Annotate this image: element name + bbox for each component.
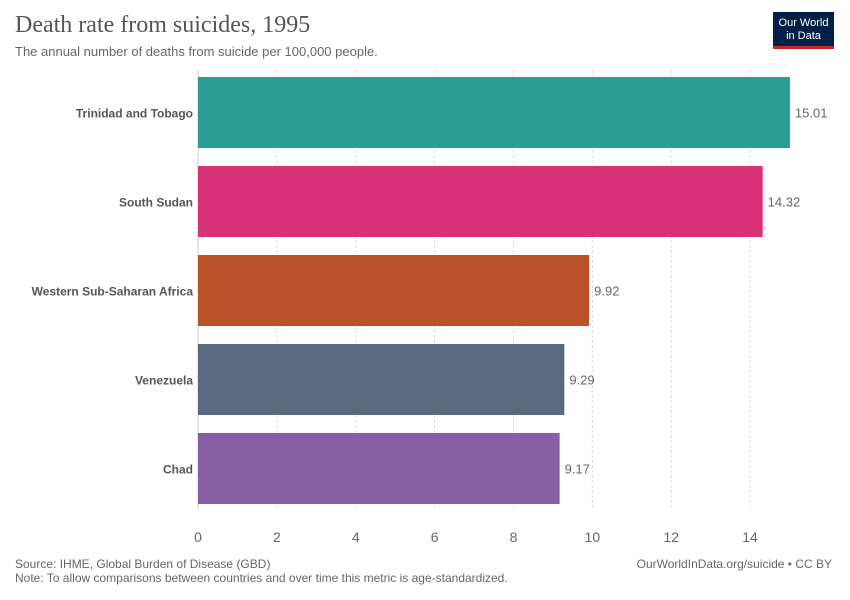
bar	[198, 255, 590, 326]
owid-logo[interactable]: Our World in Data	[773, 12, 834, 49]
source-text: Source: IHME, Global Burden of Disease (…	[15, 557, 271, 571]
x-tick-label: 12	[663, 529, 679, 545]
x-tick-label: 14	[742, 529, 758, 545]
x-tick-label: 10	[585, 529, 601, 545]
category-label: Western Sub-Saharan Africa	[32, 285, 194, 299]
logo-line-1: Our World	[778, 17, 829, 29]
x-tick-label: 0	[194, 529, 202, 545]
footer-credit: OurWorldInData.org/suicide • CC BY	[637, 557, 832, 571]
value-label: 9.29	[569, 373, 594, 388]
x-tick-label: 2	[273, 529, 281, 545]
bar	[198, 166, 763, 237]
bar	[198, 344, 565, 415]
x-tick-label: 6	[431, 529, 439, 545]
value-label: 9.17	[565, 462, 590, 477]
chart-subtitle: The annual number of deaths from suicide…	[15, 44, 378, 59]
value-label: 9.92	[594, 284, 619, 299]
x-tick-label: 8	[510, 529, 518, 545]
category-label: Trinidad and Tobago	[76, 107, 193, 121]
license-text: • CC BY	[784, 557, 832, 571]
category-label: South Sudan	[119, 196, 193, 210]
value-label: 14.32	[768, 195, 801, 210]
note-text: Note: To allow comparisons between count…	[15, 571, 508, 585]
chart-title: Death rate from suicides, 1995	[15, 12, 311, 38]
bar	[198, 77, 790, 148]
category-label: Chad	[163, 463, 193, 477]
bar	[198, 433, 560, 504]
footer-notes: Source: IHME, Global Burden of Disease (…	[15, 557, 508, 585]
category-label: Venezuela	[135, 374, 193, 388]
owid-link[interactable]: OurWorldInData.org/suicide	[636, 557, 785, 571]
x-tick-label: 4	[352, 529, 360, 545]
value-label: 15.01	[795, 106, 828, 121]
logo-line-2: in Data	[786, 30, 821, 42]
